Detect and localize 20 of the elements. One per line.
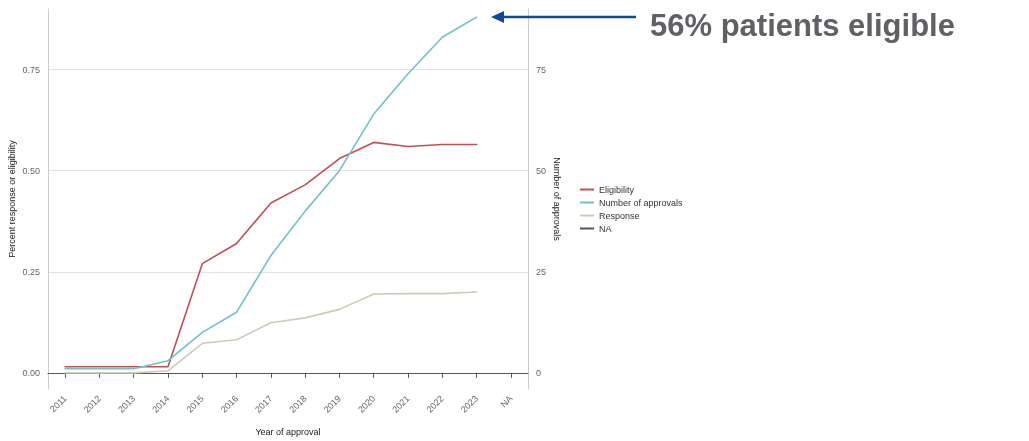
line-series (64, 16, 478, 370)
y-tick-label: 0.75 (22, 64, 40, 75)
legend-label: NA (599, 223, 612, 234)
y-tick-label: 0.25 (22, 266, 40, 277)
line-series (64, 141, 478, 368)
y-tick-label: 0.50 (22, 165, 40, 176)
y-axis-title: Percent response or eligibility (6, 139, 17, 258)
y-tick-label: 0.00 (22, 367, 40, 378)
y2-axis-title: Number of approvals (551, 157, 562, 242)
legend-label: Eligibility (599, 184, 635, 195)
line-series (64, 291, 478, 374)
legend-label: Number of approvals (599, 197, 684, 208)
x-axis-title: Year of approval (255, 426, 321, 437)
y2-tick-label: 50 (536, 165, 547, 176)
text: 56% patients eligible (650, 8, 955, 44)
y2-tick-label: 0 (536, 367, 542, 378)
y2-tick-label: 75 (536, 64, 547, 75)
y2-tick-label: 25 (536, 266, 547, 277)
x-tick-label: NA (498, 393, 515, 410)
legend-label: Response (599, 210, 640, 221)
